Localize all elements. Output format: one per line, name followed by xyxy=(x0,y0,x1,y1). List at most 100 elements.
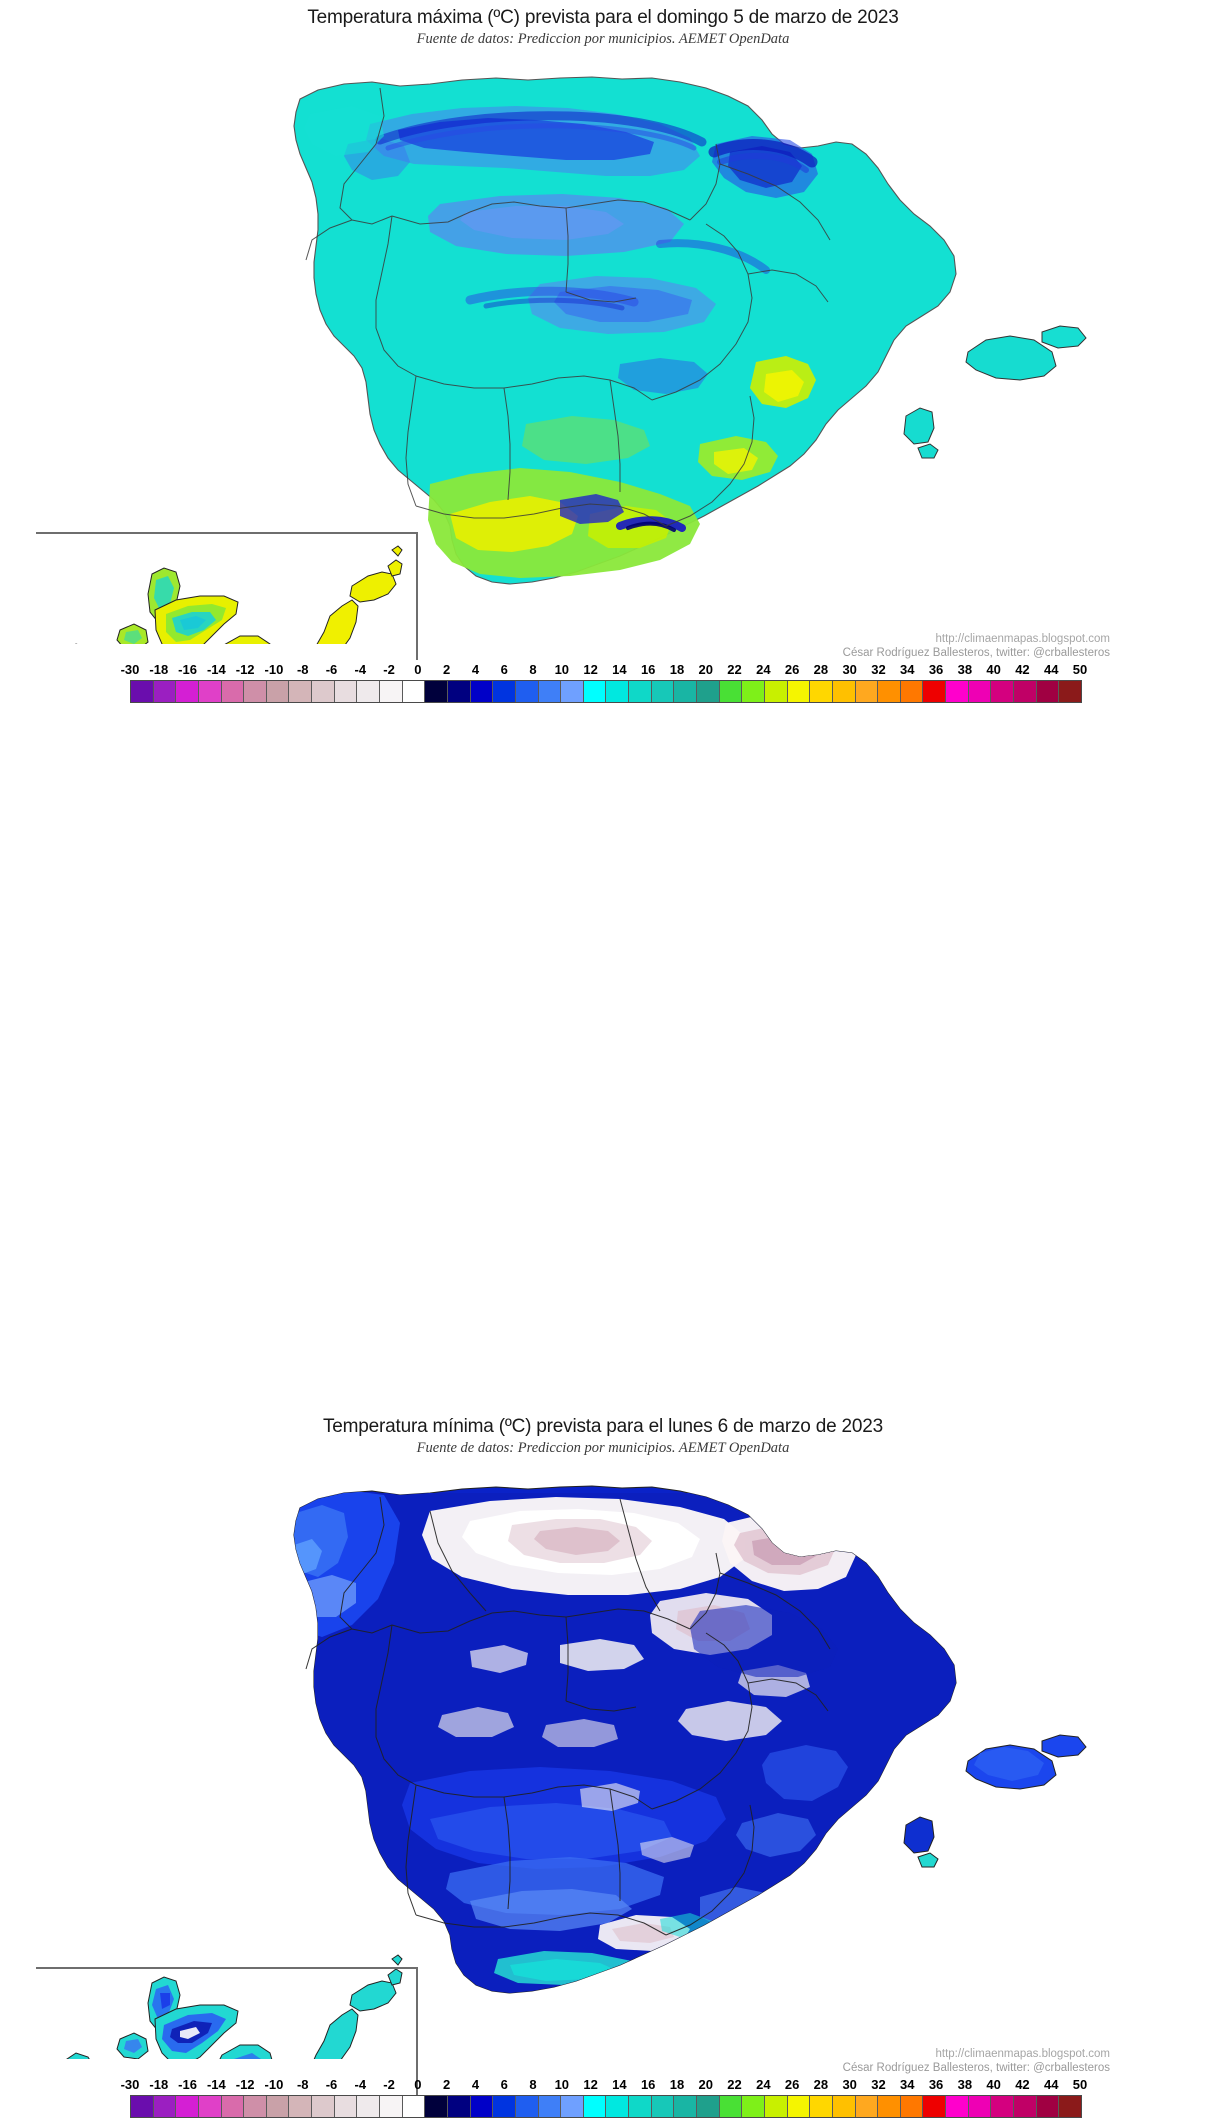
attribution-url-maxima[interactable]: http://climaenmapas.blogspot.com xyxy=(935,633,1110,645)
colorbar-cell-maxima-18 xyxy=(538,681,562,702)
colorbar-cell-maxima-20 xyxy=(583,681,607,702)
colorbar-cell-minima-23 xyxy=(651,2096,675,2117)
colorbar-tick-maxima-24: 24 xyxy=(756,662,771,677)
map-panel-maxima: Temperatura máxima (ºC) prevista para el… xyxy=(0,0,1206,705)
colorbar-cell-minima-2 xyxy=(176,2096,199,2117)
colorbar-tick-minima-neg12: -12 xyxy=(235,2077,255,2092)
colorbar-cell-maxima-32 xyxy=(855,681,879,702)
colorbar-tick-maxima-32: 32 xyxy=(871,662,886,677)
colorbar-cell-minima-32 xyxy=(855,2096,879,2117)
colorbar-swatches-maxima[interactable] xyxy=(130,680,1082,703)
colorbar-tick-maxima-26: 26 xyxy=(784,662,800,677)
colorbar-cell-minima-34 xyxy=(900,2096,924,2117)
colorbar-cell-minima-7 xyxy=(289,2096,313,2117)
colorbar-cell-maxima-31 xyxy=(832,681,856,702)
colorbar-tick-maxima-18: 18 xyxy=(669,662,685,677)
colorbar-ticklabels-minima: -30 -18 -16 -14 -12 -10 -8 -6 -4 -2 0 2 4 6 8 10 12 14 16 1… xyxy=(0,2077,1206,2097)
region-balearics-minima xyxy=(903,1734,1087,1868)
colorbar-tick-maxima-2: 2 xyxy=(443,662,451,677)
colorbar-tick-minima-8: 8 xyxy=(529,2077,537,2092)
colorbar-cell-maxima-25 xyxy=(697,681,720,702)
attribution-maxima: http://climaenmapas.blogspot.com César R… xyxy=(843,632,1110,660)
colorbar-tick-maxima-34: 34 xyxy=(900,662,915,677)
colorbar-cell-maxima-24 xyxy=(674,681,698,702)
colorbar-tick-minima-24: 24 xyxy=(756,2077,771,2092)
colorbar-cell-minima-13 xyxy=(425,2096,448,2117)
colorbar-tick-minima-30: 30 xyxy=(842,2077,857,2092)
colorbar-cell-maxima-12 xyxy=(402,681,426,702)
colorbar-cell-maxima-28 xyxy=(764,681,788,702)
canary-inset-top-rule-maxima xyxy=(36,532,418,534)
colorbar-cell-minima-17 xyxy=(515,2096,539,2117)
colorbar-swatches-minima[interactable] xyxy=(130,2095,1082,2118)
colorbar-cell-minima-16 xyxy=(493,2096,516,2117)
colorbar-cell-maxima-38 xyxy=(991,681,1014,702)
colorbar-cell-maxima-23 xyxy=(651,681,675,702)
colorbar-cell-minima-22 xyxy=(629,2096,652,2117)
attribution-minima: http://climaenmapas.blogspot.com César R… xyxy=(843,2047,1110,2075)
admin-boundaries-maxima xyxy=(305,87,831,527)
colorbar-tick-minima-4: 4 xyxy=(471,2077,480,2092)
colorbar-tick-maxima-neg14: -14 xyxy=(206,662,226,677)
colorbar-tick-minima-50: 50 xyxy=(1072,2077,1088,2092)
colorbar-cell-maxima-4 xyxy=(221,681,245,702)
colorbar-tick-minima-26: 26 xyxy=(784,2077,800,2092)
colorbar-cell-minima-41 xyxy=(1059,2096,1081,2117)
colorbar-cell-maxima-1 xyxy=(153,681,177,702)
colorbar-tick-maxima-36: 36 xyxy=(928,662,944,677)
canary-inset-right-rule-minima xyxy=(416,1967,418,2095)
colorbar-cell-maxima-33 xyxy=(878,681,901,702)
colorbar-tick-minima-44: 44 xyxy=(1043,2077,1059,2092)
colorbar-cell-maxima-15 xyxy=(470,681,494,702)
colorbar-cell-minima-11 xyxy=(380,2096,403,2117)
colorbar-tick-maxima-38: 38 xyxy=(957,662,973,677)
colorbar-cell-minima-15 xyxy=(470,2096,494,2117)
colorbar-cell-maxima-27 xyxy=(742,681,765,702)
map-canvas-maxima[interactable] xyxy=(0,44,1206,644)
colorbar-cell-minima-27 xyxy=(742,2096,765,2117)
colorbar-ticklabels-maxima: -30 -18 -16 -14 -12 -10 -8 -6 -4 -2 0 2 4 6 8 10 12 14 16 1… xyxy=(0,662,1206,682)
colorbar-cell-minima-1 xyxy=(153,2096,177,2117)
colorbar-cell-maxima-10 xyxy=(357,681,381,702)
colorbar-cell-minima-28 xyxy=(764,2096,788,2117)
colorbar-tick-minima-28: 28 xyxy=(813,2077,829,2092)
region-balearics-maxima xyxy=(903,325,1087,459)
colorbar-cell-minima-8 xyxy=(312,2096,335,2117)
colorbar-tick-minima-neg8: -8 xyxy=(296,2077,309,2092)
colorbar-cell-minima-14 xyxy=(447,2096,471,2117)
colorbar-tick-maxima-neg30: -30 xyxy=(120,662,140,677)
colorbar-cell-minima-6 xyxy=(266,2096,290,2117)
colorbar-cell-minima-37 xyxy=(968,2096,992,2117)
colorbar-tick-minima-neg2: -2 xyxy=(383,2077,395,2092)
colorbar-cell-maxima-37 xyxy=(968,681,992,702)
attribution-author-maxima: César Rodríguez Ballesteros, twitter: @c… xyxy=(842,647,1110,659)
colorbar-cell-maxima-30 xyxy=(810,681,833,702)
colorbar-cell-maxima-21 xyxy=(606,681,630,702)
colorbar-cell-maxima-34 xyxy=(900,681,924,702)
colorbar-cell-minima-4 xyxy=(221,2096,245,2117)
colorbar-cell-maxima-13 xyxy=(425,681,448,702)
colorbar-cell-maxima-5 xyxy=(244,681,267,702)
colorbar-tick-maxima-28: 28 xyxy=(813,662,829,677)
colorbar-cell-minima-26 xyxy=(719,2096,743,2117)
colorbar-cell-minima-38 xyxy=(991,2096,1014,2117)
colorbar-tick-minima-neg30: -30 xyxy=(120,2077,140,2092)
colorbar-tick-maxima-neg10: -10 xyxy=(264,662,284,677)
page-title-minima: Temperatura mínima (ºC) prevista para el… xyxy=(323,1416,883,1437)
colorbar-tick-maxima-42: 42 xyxy=(1015,662,1030,677)
colorbar-cell-maxima-7 xyxy=(289,681,313,702)
colorbar-cell-minima-9 xyxy=(334,2096,358,2117)
colorbar-tick-maxima-neg8: -8 xyxy=(296,662,309,677)
colorbar-maxima: -30 -18 -16 -14 -12 -10 -8 -6 -4 -2 0 2 4 6 8 10 12 14 16 1… xyxy=(0,662,1206,703)
canary-inset-frame-maxima xyxy=(36,532,418,654)
colorbar-cell-maxima-6 xyxy=(266,681,290,702)
colorbar-tick-minima-22: 22 xyxy=(727,2077,742,2092)
colorbar-tick-minima-neg16: -16 xyxy=(178,2077,197,2092)
colorbar-tick-minima-neg14: -14 xyxy=(206,2077,226,2092)
colorbar-tick-maxima-50: 50 xyxy=(1072,662,1088,677)
colorbar-tick-maxima-neg16: -16 xyxy=(178,662,197,677)
colorbar-cell-minima-39 xyxy=(1013,2096,1037,2117)
colorbar-tick-minima-10: 10 xyxy=(554,2077,570,2092)
colorbar-tick-minima-neg4: -4 xyxy=(354,2077,367,2092)
attribution-url-minima[interactable]: http://climaenmapas.blogspot.com xyxy=(935,2048,1110,2060)
